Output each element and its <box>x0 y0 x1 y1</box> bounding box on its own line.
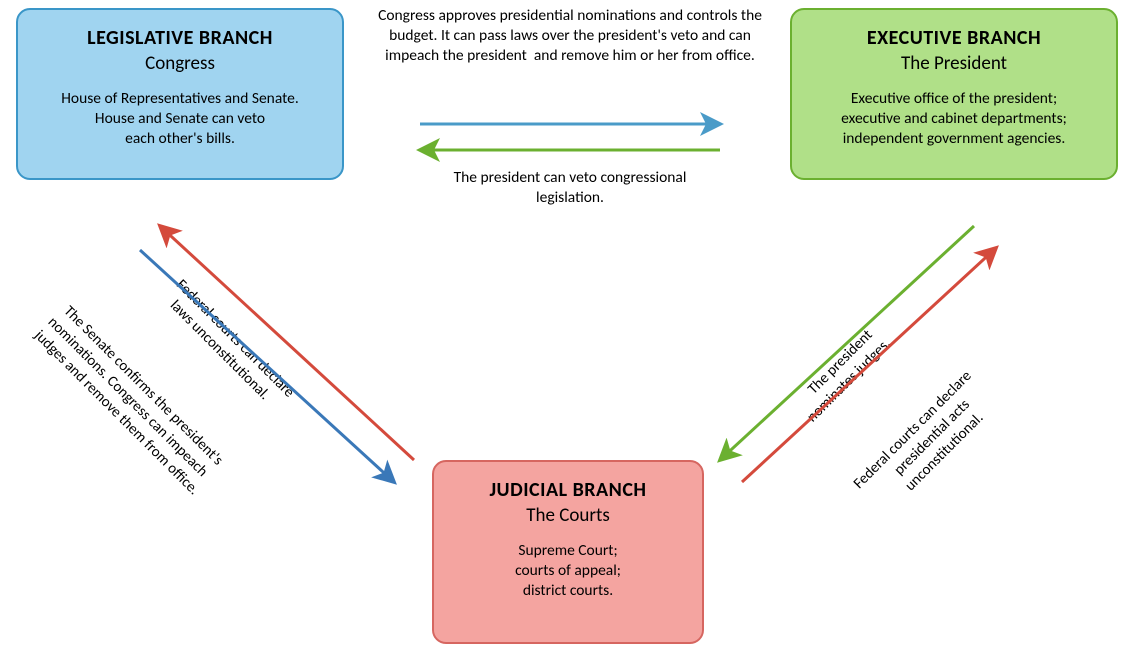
jud-to-leg-text: Federal courts can declare laws unconsti… <box>158 276 297 415</box>
legislative-subtitle: Congress <box>36 52 324 75</box>
exec-to-jud-text: The presidentnominates judges. <box>790 321 895 426</box>
legislative-branch-box: LEGISLATIVE BRANCH Congress House of Rep… <box>16 8 344 180</box>
judicial-desc: Supreme Court;courts of appeal;district … <box>452 541 684 601</box>
executive-title: EXECUTIVE BRANCH <box>810 26 1098 50</box>
legislative-title: LEGISLATIVE BRANCH <box>36 26 324 50</box>
judicial-title: JUDICIAL BRANCH <box>452 478 684 502</box>
exec-to-leg-text: The president can veto congressional leg… <box>440 168 700 208</box>
judicial-branch-box: JUDICIAL BRANCH The Courts Supreme Court… <box>432 460 704 644</box>
jud-to-exec-text: Federal courts can declare presidential … <box>850 367 1003 520</box>
leg-to-exec-text: Congress approves presidential nominatio… <box>370 6 770 66</box>
legislative-desc: House of Representatives and Senate.Hous… <box>36 89 324 149</box>
judicial-subtitle: The Courts <box>452 504 684 527</box>
executive-subtitle: The President <box>810 52 1098 75</box>
executive-desc: Executive office of the president;execut… <box>810 89 1098 149</box>
executive-branch-box: EXECUTIVE BRANCH The President Executive… <box>790 8 1118 180</box>
